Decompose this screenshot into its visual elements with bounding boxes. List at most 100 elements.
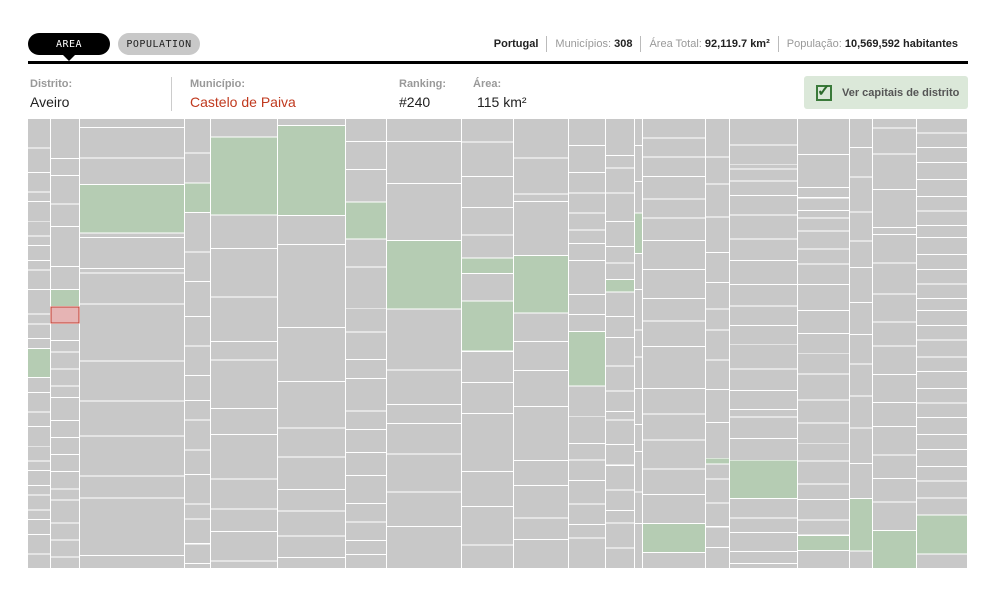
treemap-cell[interactable] <box>346 522 386 541</box>
treemap-cell[interactable] <box>730 306 797 325</box>
treemap-cell[interactable] <box>730 285 797 306</box>
treemap-cell[interactable] <box>514 407 568 460</box>
treemap-cell[interactable] <box>917 498 967 515</box>
treemap-cell[interactable] <box>643 347 705 388</box>
treemap-cell[interactable] <box>51 489 79 500</box>
treemap-cell[interactable] <box>730 181 797 195</box>
treemap-cell[interactable] <box>873 154 916 190</box>
treemap-cell[interactable] <box>798 423 849 443</box>
treemap-cell[interactable] <box>387 424 461 454</box>
treemap-cell[interactable] <box>850 177 872 212</box>
treemap-cell[interactable] <box>798 484 849 499</box>
treemap-cell[interactable] <box>917 389 967 403</box>
treemap-cell[interactable] <box>80 361 184 401</box>
treemap-cell[interactable] <box>606 119 634 156</box>
treemap-cell[interactable] <box>730 215 797 239</box>
treemap-cell[interactable] <box>917 119 967 133</box>
treemap-cell[interactable] <box>185 213 210 252</box>
treemap-cell[interactable] <box>346 360 386 378</box>
treemap-cell[interactable] <box>28 412 50 427</box>
treemap-cell[interactable] <box>643 119 705 138</box>
treemap-cell[interactable] <box>185 316 210 346</box>
treemap-cell[interactable] <box>850 551 872 569</box>
treemap-cell[interactable] <box>706 464 729 479</box>
treemap-cell[interactable] <box>28 324 50 339</box>
treemap-cell[interactable] <box>917 325 967 340</box>
treemap-cell[interactable] <box>730 145 797 164</box>
treemap-cell[interactable] <box>185 346 210 376</box>
treemap-cell[interactable] <box>569 443 605 460</box>
treemap-cell[interactable] <box>28 236 50 246</box>
treemap-cell[interactable] <box>28 554 50 568</box>
treemap-cell[interactable] <box>730 518 797 532</box>
treemap-cell[interactable] <box>514 518 568 540</box>
treemap-cell[interactable] <box>643 321 705 347</box>
treemap-cell[interactable] <box>569 504 605 524</box>
treemap-cell[interactable] <box>730 369 797 390</box>
treemap-cell[interactable] <box>635 357 642 389</box>
treemap-cell[interactable] <box>643 524 705 552</box>
treemap-cell[interactable] <box>80 304 184 361</box>
treemap-cell[interactable] <box>917 466 967 481</box>
treemap-cell[interactable] <box>873 374 916 403</box>
treemap-cell[interactable] <box>51 204 79 227</box>
treemap-cell[interactable] <box>606 280 634 292</box>
treemap-cell[interactable] <box>730 564 797 568</box>
treemap-cell[interactable] <box>569 332 605 386</box>
treemap-cell[interactable] <box>211 409 277 435</box>
treemap-cell[interactable] <box>514 461 568 486</box>
treemap-cell[interactable] <box>730 417 797 439</box>
treemap-cell[interactable] <box>51 324 79 341</box>
treemap-cell[interactable] <box>51 540 79 557</box>
treemap-cell[interactable] <box>28 148 50 172</box>
treemap-cell[interactable] <box>569 213 605 230</box>
treemap-cell[interactable] <box>51 557 79 568</box>
treemap-cell[interactable] <box>462 382 513 413</box>
treemap-cell[interactable] <box>80 158 184 185</box>
treemap-cell[interactable] <box>798 520 849 535</box>
treemap-cell[interactable] <box>28 221 50 236</box>
treemap-cell[interactable] <box>706 217 729 253</box>
treemap-cell[interactable] <box>850 268 872 303</box>
treemap-cell[interactable] <box>80 238 184 268</box>
treemap-cell[interactable] <box>185 564 210 568</box>
treemap-cell[interactable] <box>606 317 634 337</box>
treemap-cell[interactable] <box>28 392 50 412</box>
treemap-cell[interactable] <box>346 332 386 360</box>
treemap-cell[interactable] <box>462 545 513 568</box>
treemap-cell[interactable] <box>606 445 634 465</box>
treemap-cell[interactable] <box>185 519 210 544</box>
treemap-cell[interactable] <box>80 119 184 127</box>
treemap-cell[interactable] <box>278 216 345 244</box>
treemap-cell[interactable] <box>211 119 277 137</box>
treemap-cell[interactable] <box>185 153 210 183</box>
treemap-cell[interactable] <box>635 146 642 181</box>
tab-population[interactable]: POPULATION <box>118 33 200 55</box>
treemap-cell[interactable] <box>706 423 729 458</box>
treemap-cell[interactable] <box>514 201 568 255</box>
treemap-cell[interactable] <box>569 230 605 244</box>
treemap-cell[interactable] <box>798 354 849 374</box>
treemap-cell[interactable] <box>51 289 79 306</box>
treemap-cell[interactable] <box>185 183 210 212</box>
treemap-cell[interactable] <box>706 360 729 390</box>
treemap-cell[interactable] <box>917 238 967 255</box>
treemap-cell[interactable] <box>917 211 967 225</box>
treemap-cell[interactable] <box>28 348 50 378</box>
treemap-cell[interactable] <box>798 500 849 520</box>
treemap-cell[interactable] <box>80 269 184 273</box>
treemap-cell[interactable] <box>346 453 386 476</box>
treemap-cell[interactable] <box>514 313 568 342</box>
treemap-cell[interactable] <box>51 341 79 352</box>
treemap-cell[interactable] <box>917 515 967 554</box>
treemap-cell[interactable] <box>387 527 461 568</box>
treemap-cell[interactable] <box>917 372 967 388</box>
treemap-cell[interactable] <box>185 544 210 564</box>
treemap-cell[interactable] <box>798 231 849 249</box>
treemap-cell[interactable] <box>346 429 386 452</box>
treemap-cell[interactable] <box>798 551 849 568</box>
treemap-cell[interactable] <box>917 403 967 418</box>
treemap-cell[interactable] <box>51 158 79 175</box>
treemap-cell[interactable] <box>873 403 916 426</box>
treemap-cell[interactable] <box>730 439 797 460</box>
